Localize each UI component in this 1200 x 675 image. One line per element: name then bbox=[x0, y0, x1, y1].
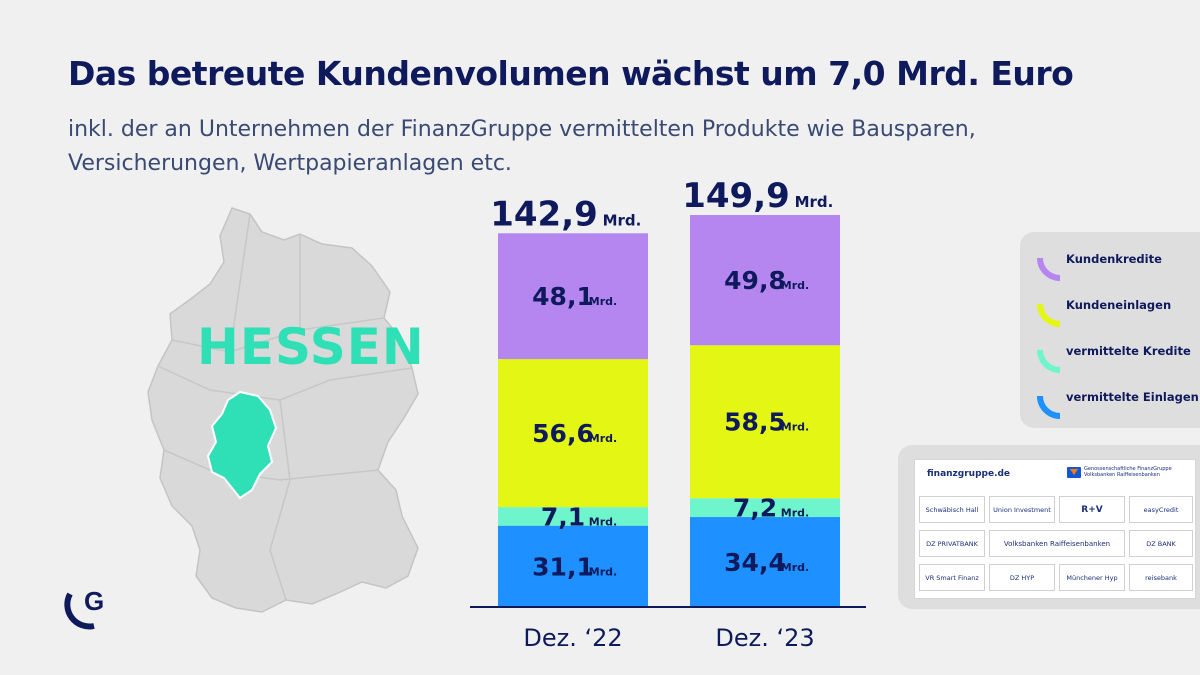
vr-logo-icon bbox=[1067, 466, 1081, 478]
page-subtitle: inkl. der an Unternehmen der FinanzGrupp… bbox=[68, 113, 1068, 181]
total-label-unit: Mrd. bbox=[603, 211, 642, 229]
bar-segment bbox=[690, 215, 840, 346]
finanzgruppe-link[interactable]: finanzgruppe.de bbox=[927, 469, 1011, 479]
data-label-unit: Mrd. bbox=[589, 565, 617, 578]
data-label-unit: Mrd. bbox=[781, 507, 809, 520]
legend-item-vermittelte-einlagen: vermittelte Einlagen bbox=[1036, 390, 1199, 420]
bar-segment bbox=[498, 233, 648, 360]
total-label-unit: Mrd. bbox=[795, 193, 834, 211]
bar-segment bbox=[690, 498, 840, 518]
finanzgruppe-name: Genossenschaftliche FinanzGruppe Volksba… bbox=[1084, 466, 1172, 478]
legend-swatch-icon bbox=[1037, 303, 1061, 327]
partner-logo: reisebank bbox=[1129, 564, 1193, 591]
partner-logo: easyCredit bbox=[1129, 496, 1193, 523]
brand-logo-icon: G bbox=[64, 586, 104, 630]
partner-logos-card: finanzgruppe.de Genossenschaftliche Fina… bbox=[914, 459, 1196, 599]
data-label-unit: Mrd. bbox=[589, 515, 617, 528]
partner-logo: Münchener Hyp bbox=[1059, 564, 1125, 591]
data-label-unit: Mrd. bbox=[781, 279, 809, 292]
partner-logo: DZ PRIVATBANK bbox=[919, 530, 985, 557]
bar-segment bbox=[498, 507, 648, 526]
legend-swatch-icon bbox=[1037, 349, 1061, 373]
data-label: 7,1 bbox=[541, 502, 585, 531]
page-title: Das betreute Kundenvolumen wächst um 7,0… bbox=[68, 54, 1074, 93]
total-label: 149,9 bbox=[682, 176, 790, 216]
chart-legend: Kundenkredite Kundeneinlagen vermittelte… bbox=[1020, 232, 1200, 428]
bar-segment bbox=[498, 359, 648, 508]
data-label: 7,2 bbox=[733, 494, 777, 523]
data-label: 58,5 bbox=[724, 408, 786, 437]
data-label: 34,4 bbox=[724, 548, 786, 577]
partner-header: finanzgruppe.de Genossenschaftliche Fina… bbox=[915, 460, 1197, 488]
legend-item-kundeneinlagen: Kundeneinlagen bbox=[1036, 298, 1172, 328]
partner-logo: Volksbanken Raiffeisenbanken bbox=[989, 530, 1125, 557]
state-border-4 bbox=[269, 399, 291, 601]
data-label-unit: Mrd. bbox=[781, 561, 809, 574]
data-label-unit: Mrd. bbox=[589, 295, 617, 308]
brand-logo-letter: G bbox=[84, 586, 104, 616]
bar-segment bbox=[690, 517, 840, 607]
data-label: 56,6 bbox=[532, 419, 594, 448]
partner-logos-panel: finanzgruppe.de Genossenschaftliche Fina… bbox=[898, 445, 1200, 609]
x-tick-label: Dez. ‘22 bbox=[523, 624, 622, 652]
legend-label: Kundenkredite bbox=[1066, 252, 1162, 266]
x-tick-label: Dez. ‘23 bbox=[715, 624, 814, 652]
partner-logo: DZ BANK bbox=[1129, 530, 1193, 557]
partner-logo: R+V bbox=[1059, 496, 1125, 523]
partner-logo: VR Smart Finanz bbox=[919, 564, 985, 591]
partner-logo: DZ HYP bbox=[989, 564, 1055, 591]
legend-swatch-icon bbox=[1037, 257, 1061, 281]
subtitle-line-2: Versicherungen, Wertpapieranlagen etc. bbox=[68, 151, 512, 176]
bar-segment bbox=[498, 525, 648, 607]
bar-segment bbox=[690, 345, 840, 499]
data-label-unit: Mrd. bbox=[781, 421, 809, 434]
total-label: 142,9 bbox=[490, 194, 598, 234]
data-label: 31,1 bbox=[532, 552, 594, 581]
legend-label: vermittelte Kredite bbox=[1066, 344, 1191, 358]
legend-item-kundenkredite: Kundenkredite bbox=[1036, 252, 1162, 282]
data-label-unit: Mrd. bbox=[589, 432, 617, 445]
partner-logo: Schwäbisch Hall bbox=[919, 496, 985, 523]
map-label-hessen: HESSEN bbox=[197, 318, 425, 376]
finanzgruppe-badge: Genossenschaftliche FinanzGruppe Volksba… bbox=[1067, 466, 1200, 478]
germany-outline bbox=[147, 207, 419, 613]
state-border-1 bbox=[171, 317, 385, 353]
subtitle-line-1: inkl. der an Unternehmen der FinanzGrupp… bbox=[68, 117, 976, 142]
germany-map-icon bbox=[147, 207, 419, 613]
state-border-5 bbox=[229, 213, 301, 353]
legend-label: vermittelte Einlagen bbox=[1066, 390, 1199, 404]
data-label: 49,8 bbox=[724, 266, 786, 295]
partner-logo: Union Investment bbox=[989, 496, 1055, 523]
legend-swatch-icon bbox=[1037, 395, 1061, 419]
legend-label: Kundeneinlagen bbox=[1066, 298, 1172, 312]
data-label: 48,1 bbox=[532, 282, 594, 311]
legend-item-vermittelte-kredite: vermittelte Kredite bbox=[1036, 344, 1191, 374]
hessen-region-icon bbox=[206, 390, 278, 500]
